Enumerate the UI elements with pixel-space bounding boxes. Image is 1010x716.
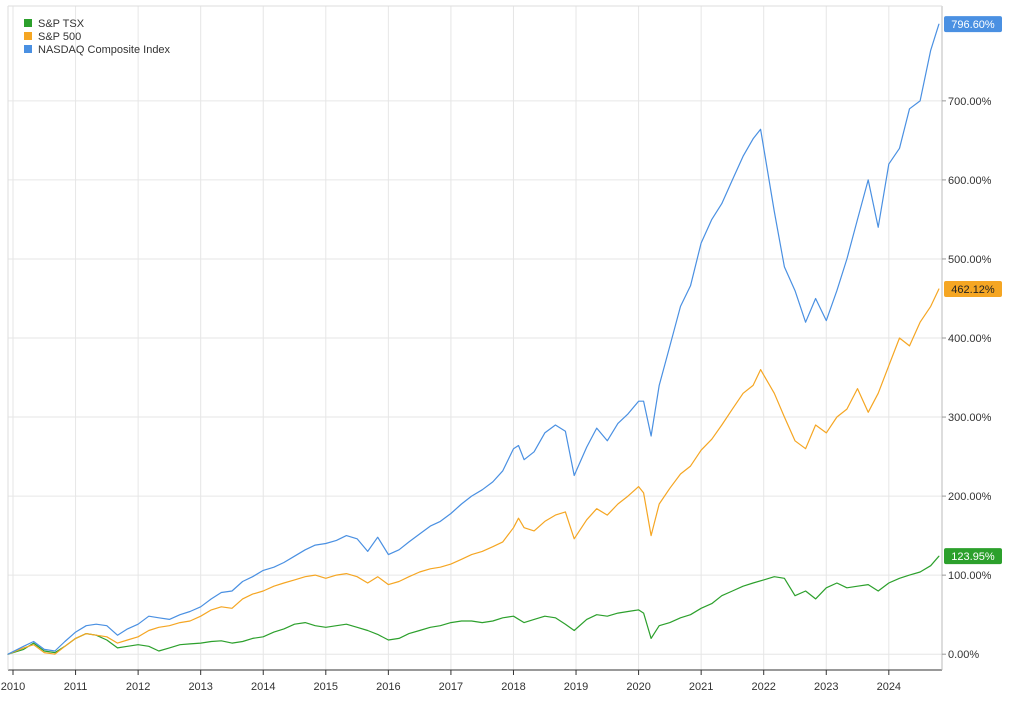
x-tick-label: 2020 <box>626 681 650 693</box>
grid-lines <box>8 6 942 670</box>
x-tick-label: 2011 <box>64 681 88 693</box>
end-badge-0 <box>944 548 1002 565</box>
legend-swatch-sp-500 <box>24 32 32 40</box>
x-tick-label: 2010 <box>1 681 25 693</box>
y-tick-label: 600.00% <box>948 175 992 187</box>
series-line-2 <box>7 23 940 655</box>
series-line-1 <box>7 288 940 655</box>
x-tick-label: 2015 <box>314 681 338 693</box>
legend-swatch-nasdaq <box>24 45 32 53</box>
y-tick-label: 500.00% <box>948 254 992 266</box>
legend-label-nasdaq: NASDAQ Composite Index <box>38 44 171 56</box>
y-tick-label: 700.00% <box>948 96 992 108</box>
y-tick-label: 100.00% <box>948 570 992 582</box>
legend-swatch-sp-tsx <box>24 19 32 27</box>
end-badge-1 <box>944 280 1002 297</box>
series-lines <box>7 23 940 655</box>
legend-label-sp-500: S&P 500 <box>38 31 81 43</box>
legend: S&P TSX S&P 500 NASDAQ Composite Index <box>24 18 171 56</box>
y-tick-label: 300.00% <box>948 412 992 424</box>
y-tick-label: 0.00% <box>948 649 979 661</box>
end-value-badges: 123.95% 462.12% 796.60% <box>944 16 1002 565</box>
end-badge-2 <box>944 16 1002 33</box>
x-tick-label: 2017 <box>439 681 463 693</box>
x-tick-label: 2024 <box>877 681 901 693</box>
x-tick-label: 2023 <box>814 681 838 693</box>
x-tick-label: 2022 <box>751 681 775 693</box>
legend-label-sp-tsx: S&P TSX <box>38 18 85 30</box>
x-tick-label: 2014 <box>251 681 275 693</box>
end-badge-label-1: 462.12% <box>951 284 995 296</box>
end-badge-label-0: 123.95% <box>951 551 995 563</box>
y-tick-label: 400.00% <box>948 333 992 345</box>
y-axis-ticks: 0.00% 100.00% 200.00% 300.00% 400.00% 500.00%… <box>942 96 992 661</box>
series-line-0 <box>7 555 940 655</box>
x-tick-label: 2018 <box>501 681 525 693</box>
x-tick-label: 2021 <box>689 681 713 693</box>
y-tick-label: 200.00% <box>948 491 992 503</box>
end-badge-label-2: 796.60% <box>951 19 995 31</box>
x-tick-label: 2019 <box>564 681 588 693</box>
x-tick-label: 2013 <box>188 681 212 693</box>
x-axis-ticks: 2010 2011 2012 2013 2014 2015 2016 2017 2018 2019… <box>1 670 901 693</box>
x-tick-label: 2016 <box>376 681 400 693</box>
x-tick-label: 2012 <box>126 681 150 693</box>
